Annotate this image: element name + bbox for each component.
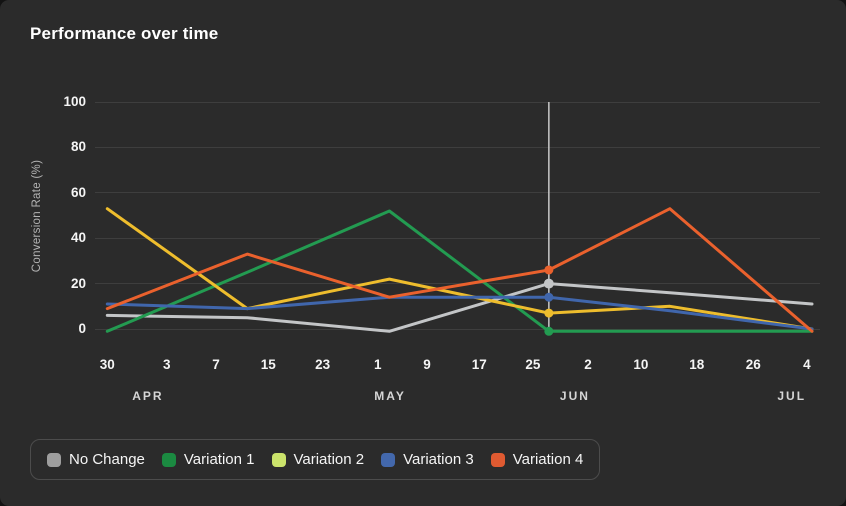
legend-item-label: No Change xyxy=(69,451,145,468)
x-tick-label: 1 xyxy=(373,357,382,372)
legend-item-no-change[interactable]: No Change xyxy=(47,451,145,468)
x-tick-label: 26 xyxy=(745,357,761,372)
legend-swatch-icon xyxy=(381,452,396,467)
legend-item-label: Variation 1 xyxy=(183,451,255,468)
x-tick-label: 4 xyxy=(803,357,811,372)
legend-item-variation-3[interactable]: Variation 3 xyxy=(381,451,474,468)
active-dot-variation-3 xyxy=(544,292,554,302)
legend-item-variation-2[interactable]: Variation 2 xyxy=(271,451,365,468)
x-tick-label: 2 xyxy=(584,357,592,372)
legend-item-variation-1[interactable]: Variation 1 xyxy=(161,451,255,468)
legend-item-label: Variation 2 xyxy=(293,451,365,468)
active-dot-variation-2 xyxy=(544,308,554,318)
legend-swatch-icon xyxy=(271,452,286,467)
y-tick-label: 0 xyxy=(78,321,86,336)
plot-area[interactable] xyxy=(95,101,820,336)
x-tick-label: 15 xyxy=(260,357,276,372)
x-tick-label: 30 xyxy=(99,357,115,372)
legend-swatch-icon xyxy=(490,452,505,467)
legend-item-label: Variation 3 xyxy=(403,451,474,468)
legend: No Change Variation 1 Variation 2 Variation… xyxy=(30,439,601,480)
legend-swatch-icon xyxy=(161,452,176,467)
month-label-apr: APR xyxy=(132,389,164,403)
series-line-variation-4[interactable] xyxy=(105,207,814,333)
series-line-variation-3[interactable] xyxy=(105,295,814,331)
conversion-chart: Conversion Rate (%) 0 20 40 60 80 100 30 3 7 15 23… xyxy=(31,94,820,403)
x-tick-label: 7 xyxy=(212,357,220,372)
active-dot-no-change xyxy=(543,278,554,289)
x-tick-label: 9 xyxy=(423,357,431,372)
y-tick-label: 40 xyxy=(70,230,86,246)
series-lines-svg xyxy=(105,102,814,336)
legend-item-label: Variation 4 xyxy=(512,451,584,468)
month-label-jul: JUL xyxy=(777,389,807,403)
gridline-y-20 xyxy=(95,283,820,285)
series-line-variation-1[interactable] xyxy=(105,209,814,333)
legend-item-variation-4[interactable]: Variation 4 xyxy=(490,451,584,468)
month-label-jun: JUN xyxy=(559,389,590,403)
month-label-may: MAY xyxy=(374,389,406,403)
x-tick-label: 3 xyxy=(163,357,171,372)
series-line-no-change[interactable] xyxy=(105,282,814,333)
page-title: Performance over time xyxy=(30,24,219,43)
gridline-y-80 xyxy=(95,146,820,148)
gridline-y-60 xyxy=(95,192,820,194)
y-axis-title: Conversion Rate (%) xyxy=(31,159,43,273)
x-tick-label: 10 xyxy=(633,357,649,372)
x-tick-label: 18 xyxy=(689,357,705,372)
gridline-y-40 xyxy=(95,237,820,239)
active-dot-variation-1 xyxy=(544,326,554,336)
x-tick-label: 25 xyxy=(525,357,541,372)
legend-swatch-icon xyxy=(47,452,61,467)
active-dot-variation-4 xyxy=(544,265,554,275)
y-tick-label: 100 xyxy=(63,94,86,109)
gridline-y-100 xyxy=(95,101,820,103)
x-tick-label: 23 xyxy=(315,357,331,372)
gridline-y-0 xyxy=(95,328,820,330)
x-tick-label: 17 xyxy=(471,357,487,372)
y-tick-label: 60 xyxy=(70,184,86,200)
y-tick-label: 20 xyxy=(70,275,86,291)
y-tick-label: 80 xyxy=(70,139,86,155)
